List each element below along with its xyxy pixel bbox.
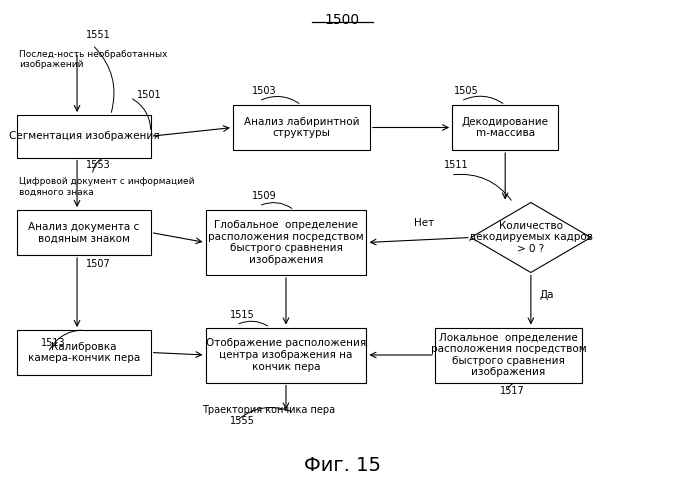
FancyBboxPatch shape — [17, 115, 151, 158]
Text: 1515: 1515 — [229, 310, 254, 320]
Text: 1501: 1501 — [137, 90, 162, 100]
Text: Послед-ность необработанных
изображений: Послед-ность необработанных изображений — [19, 50, 168, 70]
Text: Анализ лабиринтной
структуры: Анализ лабиринтной структуры — [244, 116, 359, 138]
Text: Калибровка
камера-кончик пера: Калибровка камера-кончик пера — [28, 342, 140, 363]
Text: 1503: 1503 — [252, 86, 277, 96]
Text: 1500: 1500 — [325, 12, 360, 26]
Text: Декодирование
m-массива: Декодирование m-массива — [462, 116, 549, 138]
Text: 1551: 1551 — [86, 30, 110, 40]
Text: 1507: 1507 — [86, 259, 110, 269]
FancyBboxPatch shape — [206, 210, 366, 275]
Text: Фиг. 15: Фиг. 15 — [304, 456, 381, 475]
Text: 1505: 1505 — [454, 86, 479, 96]
Text: Анализ документа с
водяным знаком: Анализ документа с водяным знаком — [28, 222, 140, 244]
FancyBboxPatch shape — [452, 105, 558, 150]
FancyBboxPatch shape — [17, 210, 151, 255]
FancyBboxPatch shape — [435, 328, 582, 382]
Polygon shape — [471, 202, 590, 272]
Text: Нет: Нет — [414, 218, 434, 228]
Text: Сегментация изображения: Сегментация изображения — [9, 131, 159, 141]
Text: 1511: 1511 — [444, 160, 469, 170]
Text: Траектория кончика пера: Траектория кончика пера — [202, 405, 335, 415]
Text: 1555: 1555 — [229, 416, 254, 426]
FancyBboxPatch shape — [17, 330, 151, 375]
Text: Цифровой документ с информацией
водяного знака: Цифровой документ с информацией водяного… — [19, 178, 195, 197]
FancyBboxPatch shape — [233, 105, 370, 150]
Text: Отображение расположения
центра изображения на
кончик пера: Отображение расположения центра изображе… — [206, 338, 366, 372]
Text: Локальное  определение
расположения посредством
быстрого сравнения
изображения: Локальное определение расположения посре… — [431, 332, 586, 378]
Text: 1513: 1513 — [41, 338, 66, 347]
FancyBboxPatch shape — [206, 328, 366, 382]
Text: Да: Да — [539, 290, 553, 300]
Text: 1509: 1509 — [252, 191, 277, 201]
Text: 1553: 1553 — [86, 160, 110, 170]
Text: Глобальное  определение
расположения посредством
быстрого сравнения
изображения: Глобальное определение расположения поср… — [208, 220, 364, 265]
Text: Количество
декодируемых кадров
> 0 ?: Количество декодируемых кадров > 0 ? — [469, 221, 593, 254]
Text: 1517: 1517 — [500, 386, 525, 396]
